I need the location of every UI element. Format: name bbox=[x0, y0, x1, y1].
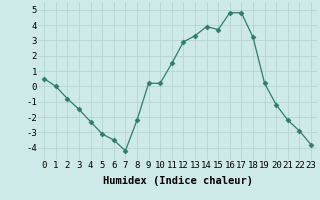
X-axis label: Humidex (Indice chaleur): Humidex (Indice chaleur) bbox=[103, 176, 252, 186]
